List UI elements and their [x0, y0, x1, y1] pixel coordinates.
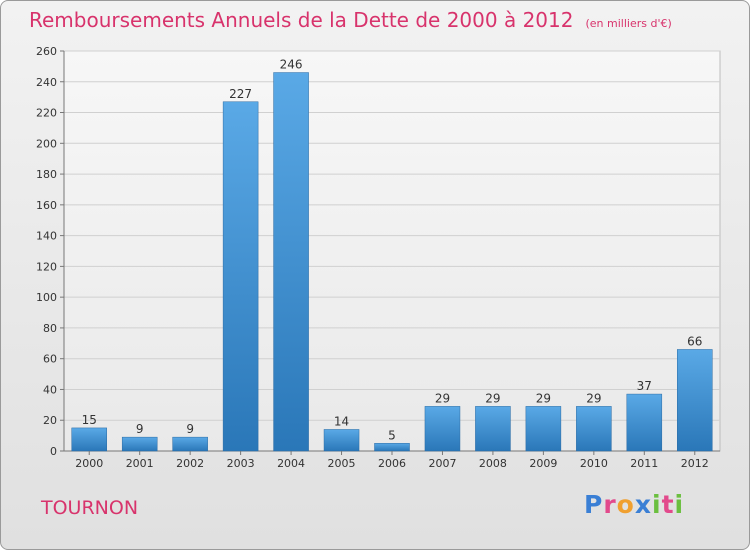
y-tick-label: 40	[43, 383, 57, 396]
logo-letter: r	[603, 490, 617, 519]
bar	[424, 406, 461, 452]
chart-unit: (en milliers d'€)	[585, 17, 672, 30]
data-label: 29	[435, 391, 450, 405]
y-tick-label: 220	[36, 107, 57, 120]
y-tick-label: 100	[36, 291, 57, 304]
bar	[525, 406, 562, 452]
x-tick-label: 2009	[529, 457, 557, 470]
data-label: 246	[280, 58, 303, 72]
y-tick-label: 200	[36, 137, 57, 150]
x-tick-label: 2001	[126, 457, 154, 470]
logo-letter: i	[652, 490, 662, 519]
data-label: 14	[334, 414, 349, 428]
commune-name: TOURNON	[41, 497, 139, 519]
x-tick-label: 2002	[176, 457, 204, 470]
data-label: 29	[586, 391, 601, 405]
x-tick-label: 2007	[428, 457, 456, 470]
bar	[323, 429, 360, 452]
data-label: 37	[637, 379, 652, 393]
y-tick-label: 260	[36, 45, 57, 58]
x-tick-label: 2008	[479, 457, 507, 470]
data-label: 9	[186, 422, 194, 436]
bar	[121, 436, 158, 452]
data-label: 29	[485, 391, 500, 405]
proxiti-logo[interactable]: Proxiti	[584, 490, 684, 519]
y-tick-label: 160	[36, 199, 57, 212]
logo-letter: i	[674, 490, 685, 519]
logo-letter: o	[616, 490, 635, 519]
x-tick-label: 2011	[630, 457, 658, 470]
bar	[475, 406, 511, 452]
bar	[71, 427, 107, 452]
x-tick-label: 2012	[681, 457, 709, 470]
logo-letter: t	[661, 490, 675, 519]
y-tick-label: 0	[50, 445, 57, 458]
bar	[677, 349, 713, 452]
bar	[626, 393, 663, 452]
bar	[576, 406, 612, 452]
bar	[273, 72, 309, 452]
x-tick-label: 2000	[75, 457, 103, 470]
data-label: 227	[229, 87, 252, 101]
x-tick-label: 2005	[328, 457, 356, 470]
data-label: 29	[536, 391, 551, 405]
y-tick-label: 80	[43, 322, 57, 335]
y-tick-label: 20	[43, 414, 57, 427]
y-tick-label: 180	[36, 168, 57, 181]
x-tick-label: 2003	[227, 457, 255, 470]
x-tick-label: 2004	[277, 457, 305, 470]
logo-letter: x	[634, 490, 652, 519]
x-tick-label: 2006	[378, 457, 406, 470]
y-tick-label: 60	[43, 353, 57, 366]
data-label: 5	[388, 428, 396, 442]
logo-letter: P	[584, 490, 604, 519]
y-tick-label: 240	[36, 76, 57, 89]
bar	[374, 443, 410, 452]
x-tick-label: 2010	[580, 457, 608, 470]
chart-title-group: Remboursements Annuels de la Dette de 20…	[29, 8, 672, 32]
y-tick-label: 120	[36, 260, 57, 273]
data-label: 66	[687, 334, 702, 348]
bar	[172, 436, 208, 452]
bar	[222, 101, 259, 452]
plot-area	[63, 50, 721, 452]
data-label: 9	[136, 422, 144, 436]
y-tick-label: 140	[36, 230, 57, 243]
data-label: 15	[82, 413, 97, 427]
chart-title: Remboursements Annuels de la Dette de 20…	[29, 8, 574, 32]
